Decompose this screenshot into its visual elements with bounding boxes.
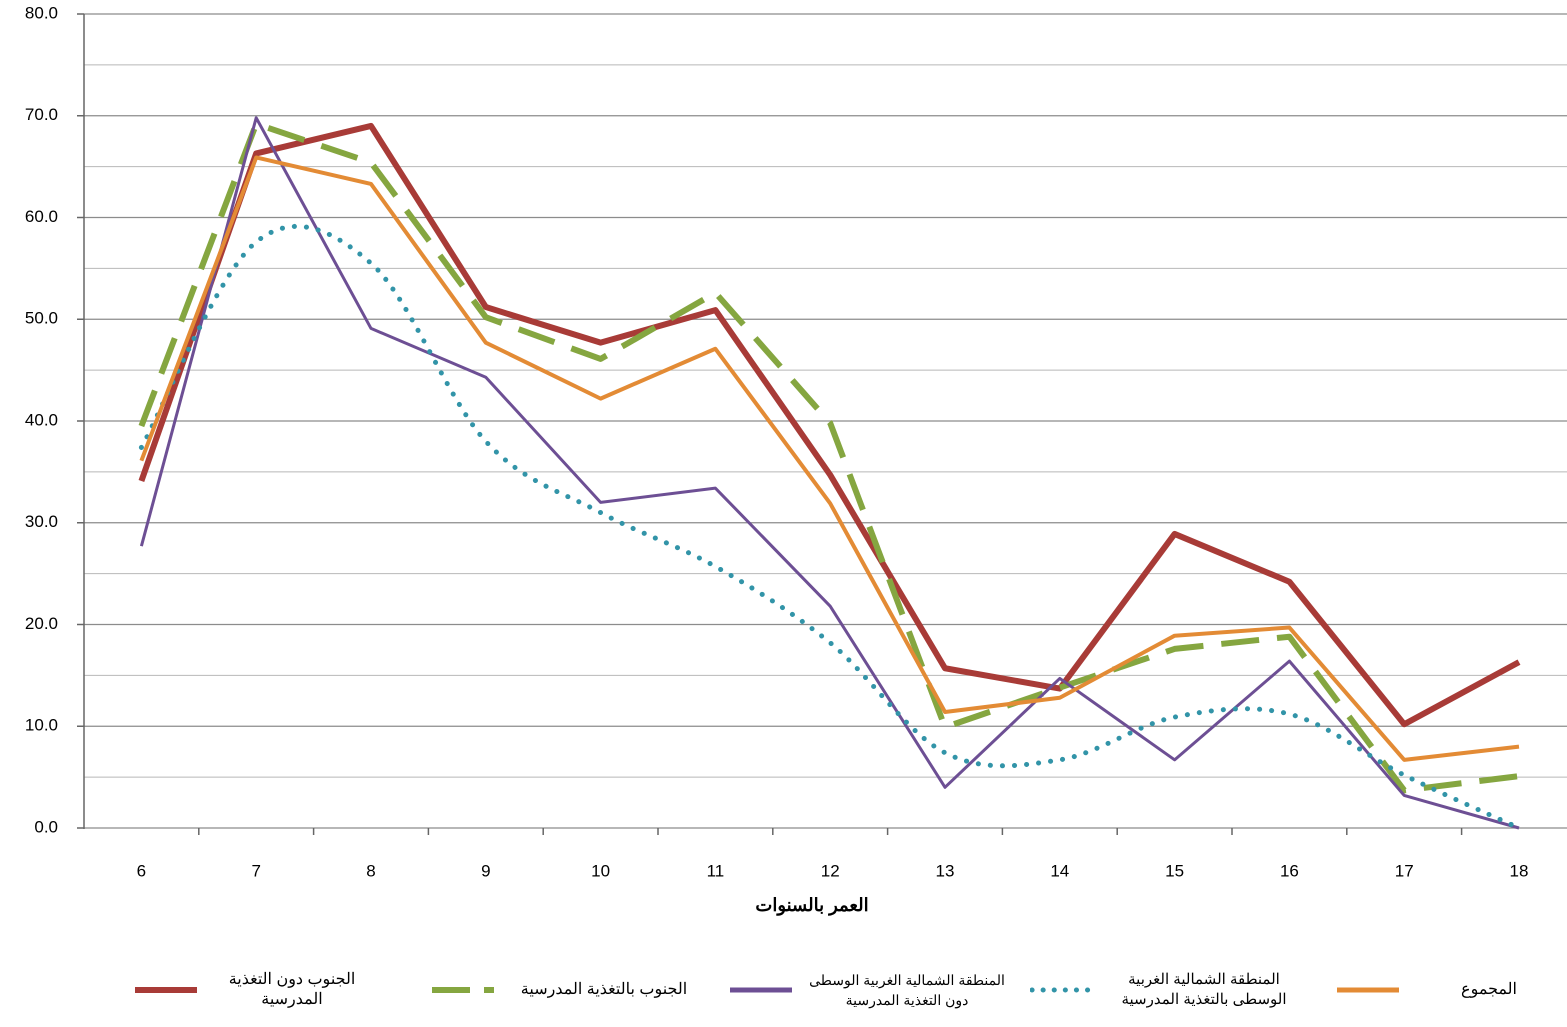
y-tick-label: 0.0 <box>34 817 58 836</box>
legend-label: المنطقة الشمالية الغربية الوسطى بالتغذية… <box>1121 971 1287 1008</box>
x-tick-label: 16 <box>1280 861 1299 880</box>
x-tick-label: 11 <box>707 861 725 880</box>
series-line <box>138 223 1522 831</box>
y-tick-label: 20.0 <box>25 614 58 633</box>
legend-label: الجنوب دون التغذية المدرسية <box>228 971 356 1008</box>
x-tick-label: 15 <box>1165 861 1184 880</box>
legend-entry: المنطقة الشمالية الغربية الوسطى بالتغذية… <box>1030 960 1304 1020</box>
legend-label: المنطقة الشمالية الغربية الوسطى دون التغ… <box>809 972 1005 1008</box>
x-tick-label: 7 <box>251 861 260 880</box>
y-tick-label: 60.0 <box>25 207 58 226</box>
x-tick-label: 8 <box>366 861 375 880</box>
legend-entry: المجموع <box>1335 960 1567 1020</box>
legend-swatch <box>730 987 792 993</box>
legend-swatch <box>432 987 494 993</box>
x-tick-label: 18 <box>1510 861 1529 880</box>
legend-swatch <box>1030 987 1096 993</box>
x-tick-label: 9 <box>481 861 490 880</box>
y-tick-label: 30.0 <box>25 512 58 531</box>
y-tick-label: 80.0 <box>25 3 58 22</box>
legend-entry: الجنوب دون التغذية المدرسية <box>133 960 377 1020</box>
x-tick-label: 12 <box>821 861 840 880</box>
y-tick-label: 50.0 <box>25 309 58 328</box>
legend-entry: المنطقة الشمالية الغربية الوسطى دون التغ… <box>728 960 1012 1020</box>
x-tick-label: 13 <box>936 861 955 880</box>
y-tick-label: 10.0 <box>25 716 58 735</box>
legend-label: المجموع <box>1461 981 1517 998</box>
series-line <box>138 120 1520 794</box>
series-line <box>139 116 1520 830</box>
x-tick-label: 17 <box>1395 861 1414 880</box>
series-line <box>139 155 1520 762</box>
x-tick-label: 10 <box>591 861 610 880</box>
y-tick-label: 70.0 <box>25 105 58 124</box>
x-axis-title: العمر بالسنوات <box>755 895 868 916</box>
y-tick-label: 40.0 <box>25 410 58 429</box>
legend-swatch <box>135 987 197 993</box>
x-tick-label: 14 <box>1050 861 1069 880</box>
legend-label: الجنوب بالتغذية المدرسية <box>520 981 688 998</box>
legend-entry: الجنوب بالتغذية المدرسية <box>430 960 704 1020</box>
x-tick-label: 6 <box>137 861 146 880</box>
series-line <box>138 122 1521 728</box>
legend-swatch <box>1337 987 1399 993</box>
